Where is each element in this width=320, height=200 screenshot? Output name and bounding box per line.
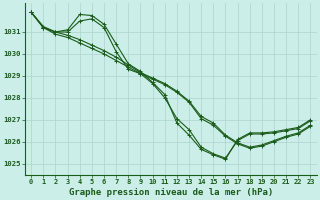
X-axis label: Graphe pression niveau de la mer (hPa): Graphe pression niveau de la mer (hPa) (69, 188, 273, 197)
